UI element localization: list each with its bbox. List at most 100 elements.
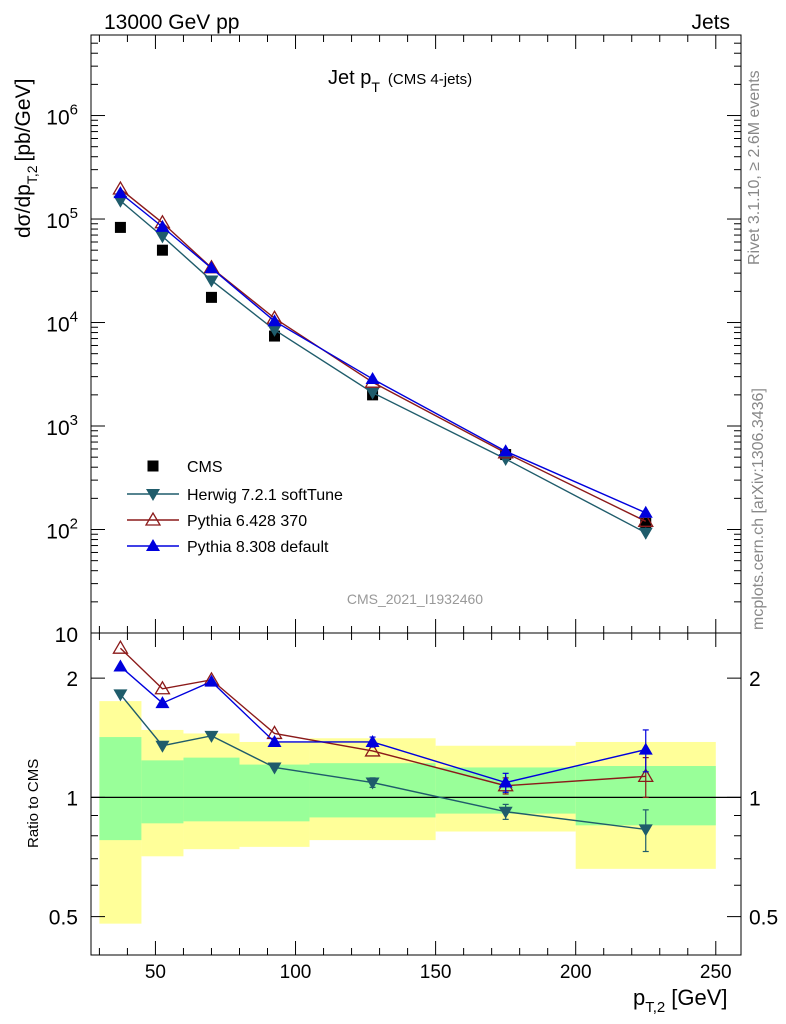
ratio-point xyxy=(365,777,380,790)
legend-marker xyxy=(144,511,162,526)
ratio-point xyxy=(267,734,282,747)
x-axis-label: pT,2 [GeV] xyxy=(633,985,728,1016)
data-point xyxy=(637,513,654,527)
ratio-point xyxy=(498,806,513,819)
ratio-y-tick-label-right: 1 xyxy=(749,787,761,810)
ratio-y-tick-label-right: 2 xyxy=(749,668,761,691)
x-tick-label: 100 xyxy=(280,962,312,983)
ratio-uncertainty-bands xyxy=(99,701,716,924)
data-point xyxy=(156,244,168,256)
legend-label: CMS xyxy=(187,459,223,476)
legend-label: Pythia 8.308 default xyxy=(187,539,329,556)
plot-title-main: Jet p xyxy=(328,67,371,89)
ratio-y-axis-label: Ratio to CMS xyxy=(25,759,42,848)
ratio-point xyxy=(204,674,219,687)
ratio-y-tick-label-right: 0.5 xyxy=(749,907,778,930)
ratio-series xyxy=(112,639,654,853)
data-point xyxy=(155,231,170,244)
x-tick-label: 250 xyxy=(700,962,732,983)
data-point xyxy=(155,219,170,232)
main-x-ticks xyxy=(98,35,717,633)
rivet-version-label: Rivet 3.1.10, ≥ 2.6M events xyxy=(746,70,763,265)
main-y-ticks xyxy=(91,34,741,634)
series-3 xyxy=(113,186,653,518)
ratio-point xyxy=(637,768,654,782)
main-y-axis-label: dσ/dpT,2 [pb/GeV] xyxy=(12,79,40,238)
legend-marker xyxy=(147,460,159,472)
x-tick-label: 200 xyxy=(560,962,592,983)
ratio-point xyxy=(267,762,282,775)
data-point xyxy=(498,454,513,467)
data-point xyxy=(267,314,282,327)
legend-item: Herwig 7.2.1 softTune xyxy=(127,487,343,504)
main-y-axis-label-main: dσ/dp xyxy=(12,184,35,238)
main-y-tick-label: 103 xyxy=(46,412,78,440)
main-y-tick-labels: 106 105 104 103 102 10 xyxy=(46,102,78,647)
series-0 xyxy=(114,221,652,529)
ratio-point xyxy=(113,659,128,672)
plot-title-extra: (CMS 4-jets) xyxy=(388,71,472,88)
analysis-watermark: CMS_2021_I1932460 xyxy=(347,591,483,607)
data-point xyxy=(498,444,513,457)
plot-title: Jet pT (CMS 4-jets) xyxy=(328,67,472,95)
legend: CMS Herwig 7.2.1 softTune Pythia 6.428 370… xyxy=(127,459,343,556)
data-point xyxy=(638,505,653,518)
legend-item: Pythia 6.428 370 xyxy=(127,511,307,530)
main-panel: 106 105 104 103 102 10 Jet pT (CMS 4-jets) dσ/… xyxy=(12,34,742,647)
ratio-point xyxy=(364,742,381,757)
header-left-label: 13000 GeV pp xyxy=(104,11,239,34)
green-band xyxy=(183,757,240,822)
legend-marker xyxy=(146,489,160,501)
legend-label: Herwig 7.2.1 softTune xyxy=(187,487,343,504)
main-series xyxy=(112,180,654,540)
plot-title-sub: T xyxy=(371,79,380,95)
legend-item: Pythia 8.308 default xyxy=(127,539,329,556)
main-y-tick-label: 104 xyxy=(46,309,78,337)
ratio-y-tick-label-left: 2 xyxy=(66,668,78,691)
legend-item: CMS xyxy=(147,459,223,476)
ratio-y-tick-label-left: 1 xyxy=(66,787,78,810)
green-band xyxy=(141,760,184,824)
data-point xyxy=(114,221,126,233)
legend-label: Pythia 6.428 370 xyxy=(187,513,307,530)
x-tick-label: 150 xyxy=(420,962,452,983)
ratio-panel: 0.5 0.51 12 250 100 150 200 250 Ratio to CMS pT… xyxy=(25,632,778,1016)
ratio-plot-frame xyxy=(90,632,742,956)
ratio-point xyxy=(204,730,219,743)
data-point xyxy=(113,195,128,208)
main-y-axis-label-unit: [pb/GeV] xyxy=(12,79,35,162)
ratio-point xyxy=(155,696,170,709)
ratio-ticks xyxy=(91,633,741,955)
ratio-point xyxy=(113,689,128,702)
data-point xyxy=(638,527,653,540)
ratio-point xyxy=(365,734,380,747)
green-band xyxy=(309,763,436,818)
x-tick-label: 50 xyxy=(145,962,166,983)
data-point xyxy=(204,261,219,274)
green-band xyxy=(99,737,142,841)
ratio-y-tick-label-left: 0.5 xyxy=(49,907,78,930)
x-axis-label-sub: T,2 xyxy=(645,999,665,1016)
mcplots-label: mcplots.cern.ch [arXiv:1306.3436] xyxy=(750,388,767,630)
data-point xyxy=(365,387,380,400)
ratio-point xyxy=(155,740,170,753)
ratio-point xyxy=(638,824,653,837)
ratio-point xyxy=(154,680,171,695)
ratio-point xyxy=(498,775,513,788)
data-point xyxy=(267,324,282,337)
ratio-series-2 xyxy=(113,659,653,793)
main-y-tick-label: 106 xyxy=(46,102,78,130)
ratio-series-0 xyxy=(113,689,653,853)
main-y-tick-label: 10 xyxy=(55,624,78,647)
data-point xyxy=(205,291,217,303)
data-point xyxy=(640,517,652,529)
main-y-tick-label: 102 xyxy=(46,516,78,544)
header-right-label: Jets xyxy=(691,11,730,34)
ratio-point xyxy=(112,639,129,654)
ratio-tick-labels: 0.5 0.51 12 250 100 150 200 250 xyxy=(49,668,778,983)
x-axis-label-main: p xyxy=(633,985,645,1010)
main-y-tick-label: 105 xyxy=(46,205,78,233)
x-axis-label-unit: [GeV] xyxy=(671,985,727,1010)
ratio-point xyxy=(638,742,653,755)
